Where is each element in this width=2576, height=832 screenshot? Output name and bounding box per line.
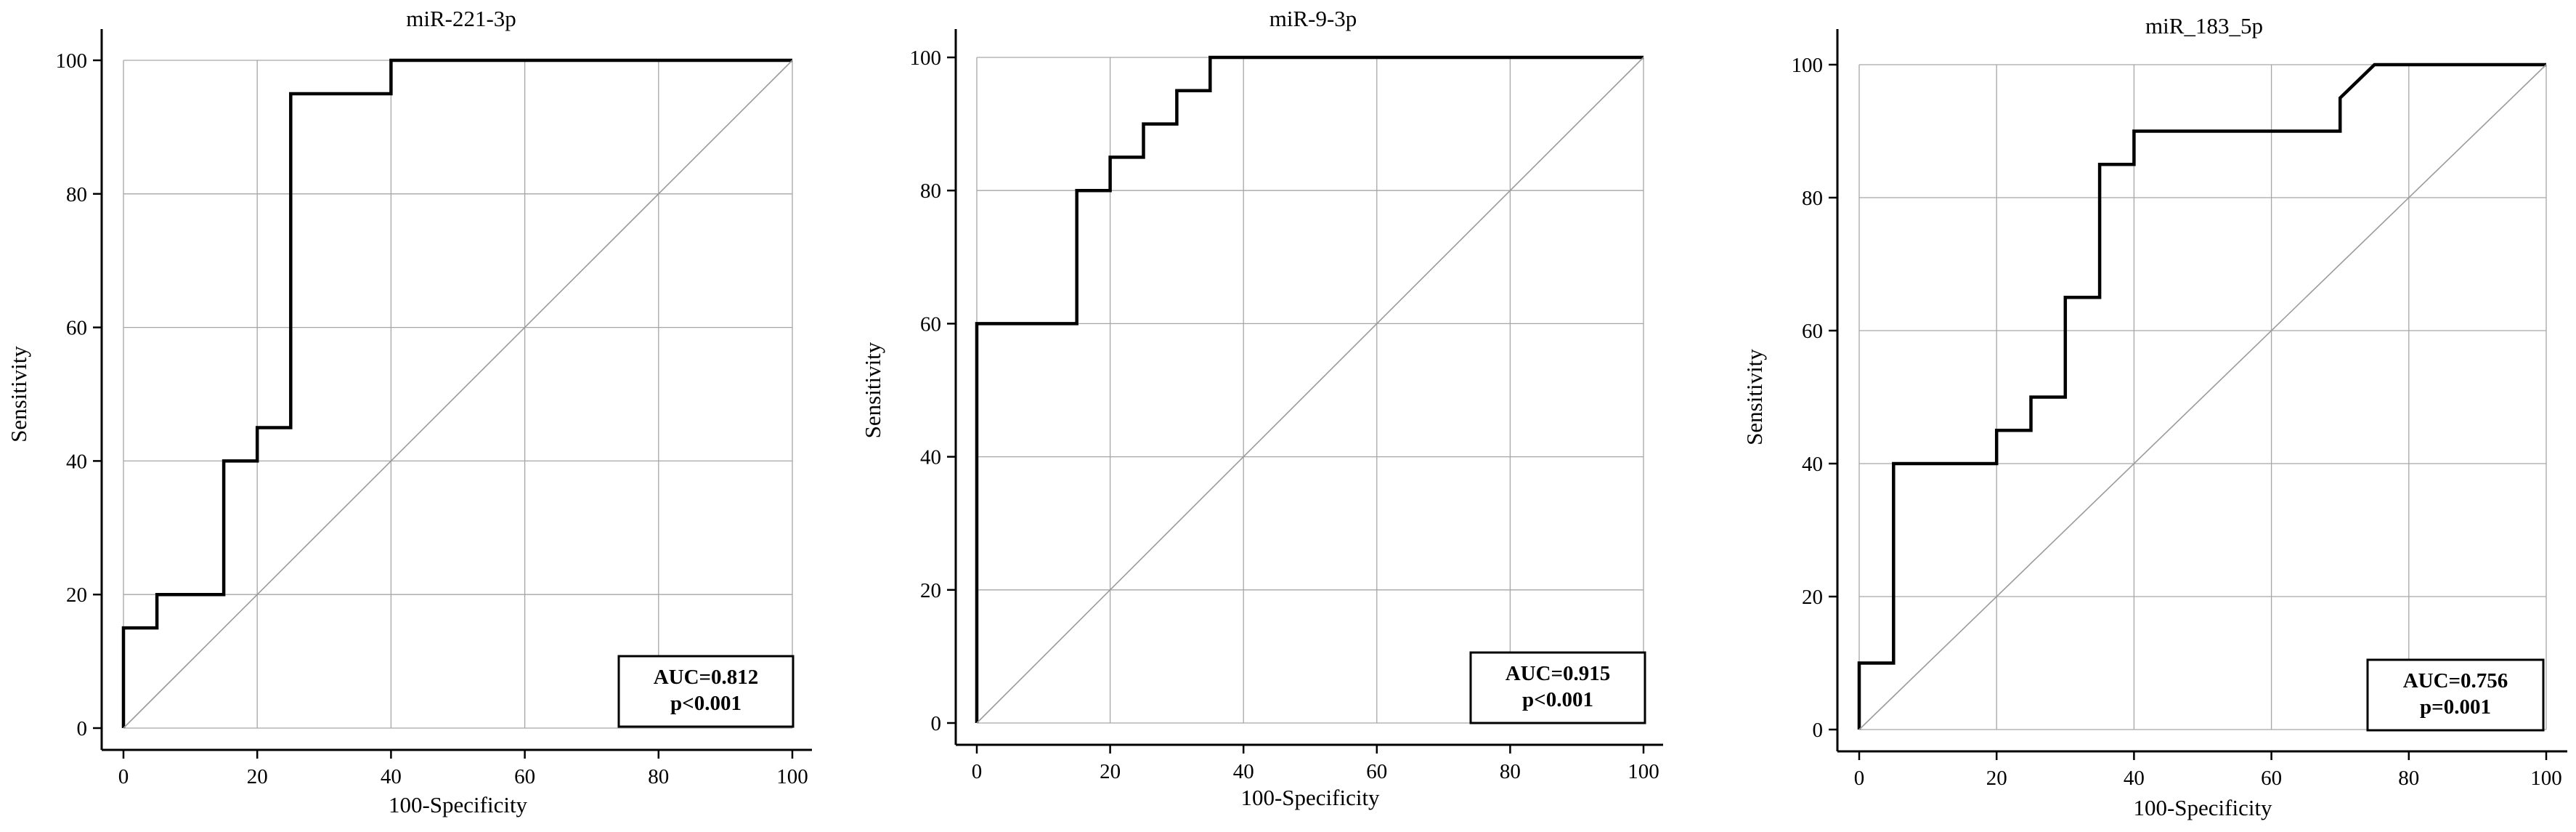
y-tick-label: 40 [1802, 453, 1823, 476]
y-tick-label: 40 [920, 446, 941, 469]
auc-annotation-box [2366, 658, 2545, 732]
y-tick-label: 100 [56, 49, 88, 73]
y-tick-label: 100 [1792, 54, 1824, 77]
y-axis-label: Sensitivity [1742, 349, 1767, 445]
auc-annotation-box [617, 655, 795, 728]
x-axis-label: 100-Specificity [389, 792, 528, 817]
roc-curve-line [1857, 62, 2546, 730]
y-tick-label: 20 [1802, 586, 1823, 609]
roc-curve-line [975, 55, 1643, 723]
p-value: p=0.001 [2420, 695, 2491, 719]
y-tick-label: 80 [66, 183, 87, 206]
y-tick-label: 100 [910, 47, 942, 70]
x-tick-label: 80 [648, 765, 669, 788]
y-tick-label: 20 [66, 583, 87, 607]
roc-panel-2: 0 20 40 60 80 100 0 20 40 60 80 100 miR-9-3p 100-Spec… [860, 6, 1663, 810]
auc-value: AUC=0.915 [1506, 662, 1611, 685]
y-axis-label: Sensitivity [860, 342, 885, 438]
x-tick-label: 20 [1100, 760, 1121, 783]
p-value: p<0.001 [670, 692, 741, 715]
reference-diagonal-line [976, 57, 1644, 724]
chart-title: miR-221-3p [406, 6, 516, 31]
x-tick-label: 0 [972, 760, 983, 783]
roc-curve-line [121, 58, 792, 728]
chart-title: miR_183_5p [2145, 13, 2263, 39]
x-tick-label: 40 [1233, 760, 1254, 783]
x-axis-label: 100-Specificity [1240, 785, 1380, 810]
reference-diagonal-line [1858, 64, 2547, 730]
roc-panel-3: 0 20 40 60 80 100 0 20 40 60 80 100 miR_183_5p 100-Sp… [1742, 13, 2567, 820]
y-tick-label: 0 [1813, 719, 1824, 742]
y-tick-label: 60 [66, 317, 87, 340]
x-tick-label: 0 [118, 765, 129, 788]
chart-title: miR-9-3p [1269, 6, 1357, 31]
x-tick-label: 0 [1854, 767, 1865, 790]
x-tick-label: 100 [2530, 767, 2562, 790]
x-tick-label: 100 [776, 765, 808, 788]
x-axis-label: 100-Specificity [2133, 795, 2272, 820]
x-tick-label: 20 [1986, 767, 2007, 790]
y-tick-label: 20 [920, 579, 941, 602]
x-tick-label: 80 [2398, 767, 2419, 790]
roc-panel-1: 0 20 40 60 80 100 0 20 40 60 80 100 miR-221-3p 100-Sp… [6, 6, 812, 817]
y-tick-label: 80 [1802, 187, 1823, 210]
x-tick-label: 60 [514, 765, 535, 788]
reference-diagonal-line [123, 60, 793, 729]
auc-annotation-box [1469, 651, 1646, 724]
y-tick-label: 60 [920, 312, 941, 336]
x-tick-label: 60 [2261, 767, 2282, 790]
y-tick-label: 40 [66, 450, 87, 473]
x-tick-label: 60 [1366, 760, 1387, 783]
y-tick-label: 0 [77, 717, 88, 740]
x-tick-label: 80 [1500, 760, 1521, 783]
y-tick-label: 80 [920, 179, 941, 203]
auc-value: AUC=0.756 [2403, 669, 2508, 692]
y-tick-label: 0 [931, 712, 942, 735]
p-value: p<0.001 [1522, 688, 1593, 711]
y-axis-label: Sensitivity [6, 346, 31, 443]
x-tick-label: 40 [2124, 767, 2145, 790]
x-tick-label: 20 [247, 765, 268, 788]
auc-value: AUC=0.812 [654, 666, 759, 689]
x-tick-label: 100 [1628, 760, 1659, 783]
x-tick-label: 40 [381, 765, 402, 788]
y-tick-label: 60 [1802, 320, 1823, 343]
